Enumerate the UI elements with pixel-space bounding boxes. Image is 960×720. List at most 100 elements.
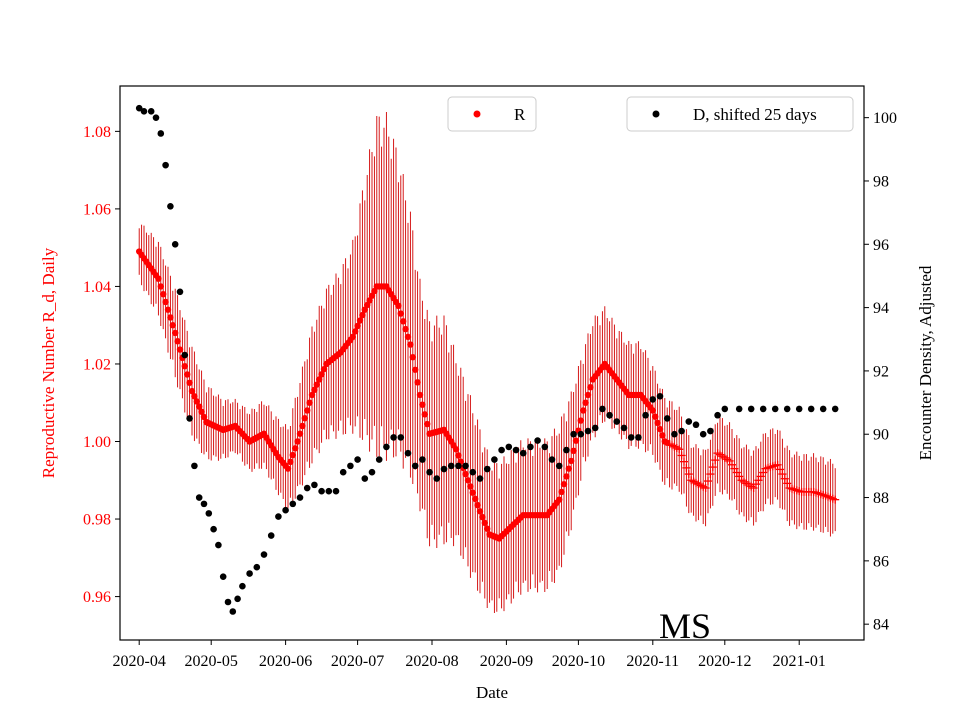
d-point	[229, 608, 237, 615]
d-point	[620, 424, 628, 432]
r-point	[311, 386, 318, 394]
r-point	[568, 457, 575, 465]
d-point	[819, 405, 827, 413]
x-axis-ticks: 2020-04 2020-05 2020-06 2020-07 2020-08 2020-…	[113, 640, 826, 670]
d-point	[671, 430, 678, 438]
r-point	[318, 371, 325, 378]
d-point	[191, 462, 198, 470]
r-point	[469, 489, 476, 496]
d-point	[419, 456, 426, 463]
r-point	[299, 422, 306, 430]
plot-frame	[119, 85, 865, 641]
d-point	[831, 405, 839, 413]
x-tick-label: 2020-05	[185, 653, 238, 670]
r-point	[419, 401, 426, 408]
r-point	[584, 391, 592, 399]
right-tick-label: 92	[873, 363, 889, 380]
legend-d: D, shifted 25 days	[626, 96, 854, 132]
r-point	[563, 473, 570, 480]
d-point	[699, 430, 707, 438]
r-point	[472, 495, 479, 503]
r-series	[136, 248, 840, 542]
d-point	[627, 434, 635, 441]
d-point	[656, 392, 664, 400]
d-point	[591, 424, 599, 432]
r-point	[582, 399, 589, 406]
r-point	[176, 346, 184, 353]
d-point	[390, 434, 397, 441]
r-point	[186, 379, 193, 386]
d-point	[469, 468, 477, 476]
r-point	[296, 430, 304, 437]
right-axis-label: Encounter Density, Adjusted	[916, 265, 935, 460]
x-tick-label: 2020-04	[113, 653, 166, 670]
r-point	[320, 365, 328, 373]
right-tick-label: 96	[873, 237, 889, 254]
r-point	[572, 437, 580, 444]
d-point	[368, 468, 376, 476]
r-point	[409, 353, 416, 361]
r-point	[404, 333, 412, 341]
r-point	[160, 290, 167, 298]
x-axis-label: Date	[476, 683, 508, 702]
r-point	[359, 311, 366, 319]
d-point	[260, 551, 268, 558]
left-tick-label: 1.00	[83, 434, 111, 451]
d-point	[325, 487, 333, 495]
r-point	[421, 411, 428, 418]
r-point	[677, 451, 686, 460]
d-point	[215, 541, 222, 549]
d-point	[783, 405, 791, 413]
d-point	[498, 446, 505, 454]
r-point	[191, 393, 198, 400]
r-point	[778, 470, 787, 479]
d-point	[440, 465, 448, 473]
r-point	[577, 417, 584, 424]
x-tick-label: 2020-07	[331, 653, 384, 670]
d-point	[339, 468, 347, 476]
d-point	[354, 456, 361, 463]
d-point	[512, 446, 520, 454]
d-point	[433, 475, 441, 482]
d-point	[678, 427, 685, 435]
d-point	[411, 462, 419, 470]
d-point	[795, 405, 803, 413]
d-point	[613, 418, 621, 425]
right-tick-label: 94	[873, 300, 889, 317]
r-point	[455, 452, 462, 459]
right-tick-label: 88	[873, 490, 889, 507]
d-point	[555, 462, 563, 470]
d-point	[747, 405, 755, 413]
r-point	[181, 362, 188, 370]
d-point	[534, 437, 541, 444]
r-point	[304, 407, 311, 414]
d-point	[527, 443, 534, 451]
d-point	[483, 465, 491, 473]
r-point	[656, 425, 664, 433]
r-point	[558, 488, 565, 496]
r-point	[354, 322, 361, 330]
x-tick-label: 2020-11	[626, 653, 679, 670]
legend-r-label: R	[514, 105, 526, 124]
left-axis-ticks: 0.96 0.98 1.00 1.02 1.04 1.06 1.08	[83, 124, 120, 606]
r-point	[301, 415, 308, 422]
r-point	[474, 501, 481, 509]
r-point	[306, 399, 313, 406]
left-tick-label: 1.08	[83, 124, 111, 141]
r-point	[587, 384, 594, 391]
r-point	[292, 445, 299, 452]
d-point	[397, 434, 405, 441]
r-point	[200, 413, 208, 421]
legend-r: R	[447, 96, 537, 132]
r-point	[684, 470, 693, 479]
d-point	[759, 405, 767, 413]
r-point	[706, 470, 715, 479]
d-point	[318, 487, 325, 495]
d-point	[332, 487, 340, 495]
d-point	[570, 430, 577, 438]
r-point	[479, 513, 486, 521]
d-point	[219, 573, 227, 580]
left-tick-label: 1.02	[83, 356, 111, 373]
d-point	[807, 405, 815, 413]
r-point	[294, 438, 301, 445]
